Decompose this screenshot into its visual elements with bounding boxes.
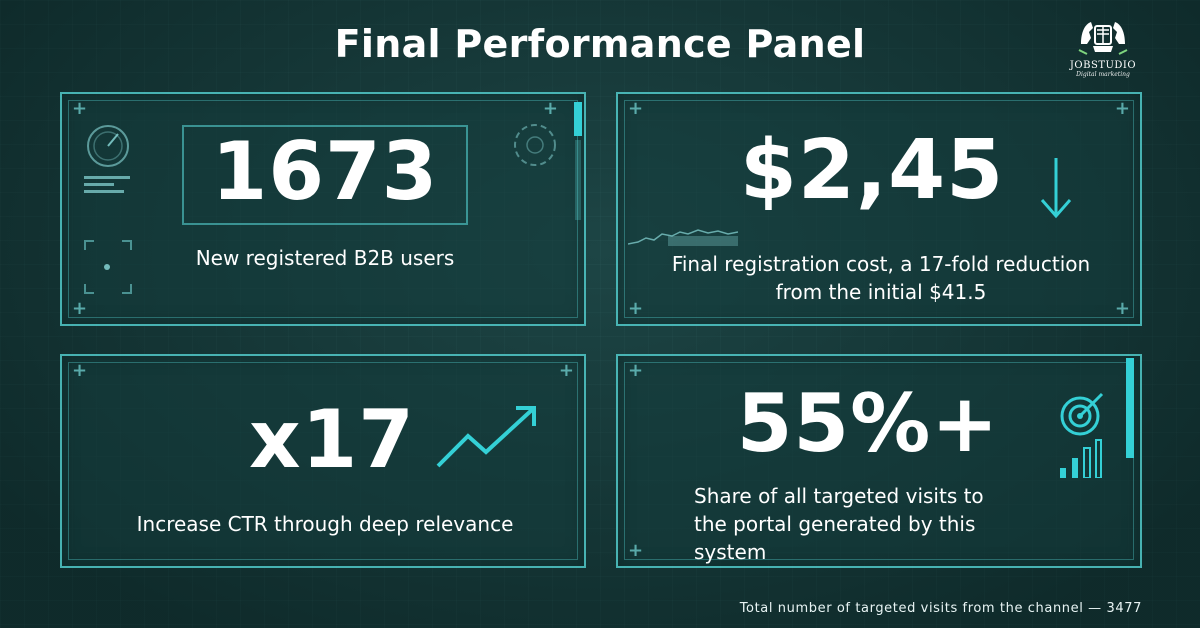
crosshair-icon: + <box>628 98 644 119</box>
panel-inner-frame <box>68 100 578 318</box>
status-lines-icon <box>84 176 130 193</box>
registration-cost-value: $2,45 <box>739 123 1005 218</box>
page-title: Final Performance Panel <box>334 22 866 66</box>
panel-registration-cost: + + + + $2,45 Final registration cost, a… <box>616 92 1142 326</box>
caption-line: system <box>694 540 767 564</box>
accent-bar-dim <box>575 140 581 220</box>
dial-icon <box>514 124 556 166</box>
caption-line: from the initial $41.5 <box>775 280 987 304</box>
panel-ctr-increase: + + x17 Increase CTR through deep releva… <box>60 354 586 568</box>
footer-note: Total number of targeted visits from the… <box>739 601 1142 616</box>
ctr-increase-value: x17 <box>249 393 415 486</box>
registered-users-caption: New registered B2B users <box>195 246 455 270</box>
crosshair-icon: + <box>628 540 644 561</box>
value-frame <box>182 125 468 225</box>
target-icon <box>1060 392 1104 436</box>
caption-line: the portal generated by this <box>694 512 976 536</box>
crosshair-icon: + <box>1114 98 1130 119</box>
registered-users-value: 1673 <box>211 125 439 218</box>
bar-chart-icon <box>1060 439 1102 478</box>
logo-crest-icon <box>1078 22 1128 55</box>
accent-bar <box>574 102 582 136</box>
crosshair-icon: + <box>542 98 558 119</box>
corner-bracket <box>122 284 132 294</box>
crosshair-icon: + <box>628 298 644 319</box>
brand-name: JOBSTUDIO <box>1069 60 1137 71</box>
caption-line: Share of all targeted visits to <box>694 484 984 508</box>
panel-inner-frame <box>624 100 1134 318</box>
crosshair-icon: + <box>72 98 88 119</box>
crosshair-icon: + <box>72 360 88 381</box>
target-dot <box>104 264 110 270</box>
panel-registered-users: + + + 1673 New registered B2B users <box>60 92 586 326</box>
ctr-increase-caption: Increase CTR through deep relevance <box>136 512 514 536</box>
sparkline-icon <box>628 229 738 246</box>
panel-inner-frame <box>68 362 578 560</box>
targeted-share-caption: Share of all targeted visits to the port… <box>694 482 1074 566</box>
corner-bracket <box>84 240 94 250</box>
panel-inner-frame <box>624 362 1134 560</box>
corner-bracket <box>122 240 132 250</box>
targeted-share-value: 55%+ <box>736 377 1000 470</box>
crosshair-icon: + <box>558 360 574 381</box>
brand-logo: JOBSTUDIO Digital marketing <box>1058 14 1148 78</box>
corner-bracket <box>84 284 94 294</box>
crosshair-icon: + <box>1114 298 1130 319</box>
panel-targeted-share: + + 55%+ Share of all targeted visits to… <box>616 354 1142 568</box>
crosshair-icon: + <box>72 298 88 319</box>
caption-line: Final registration cost, a 17-fold reduc… <box>671 252 1091 276</box>
crosshair-icon: + <box>628 360 644 381</box>
trend-up-icon <box>436 406 536 468</box>
brand-tagline: Digital marketing <box>1076 71 1130 78</box>
registration-cost-caption: Final registration cost, a 17-fold reduc… <box>638 250 1124 306</box>
accent-bar <box>1126 358 1134 458</box>
gauge-icon <box>87 125 129 167</box>
arrow-down-icon <box>1040 158 1072 219</box>
